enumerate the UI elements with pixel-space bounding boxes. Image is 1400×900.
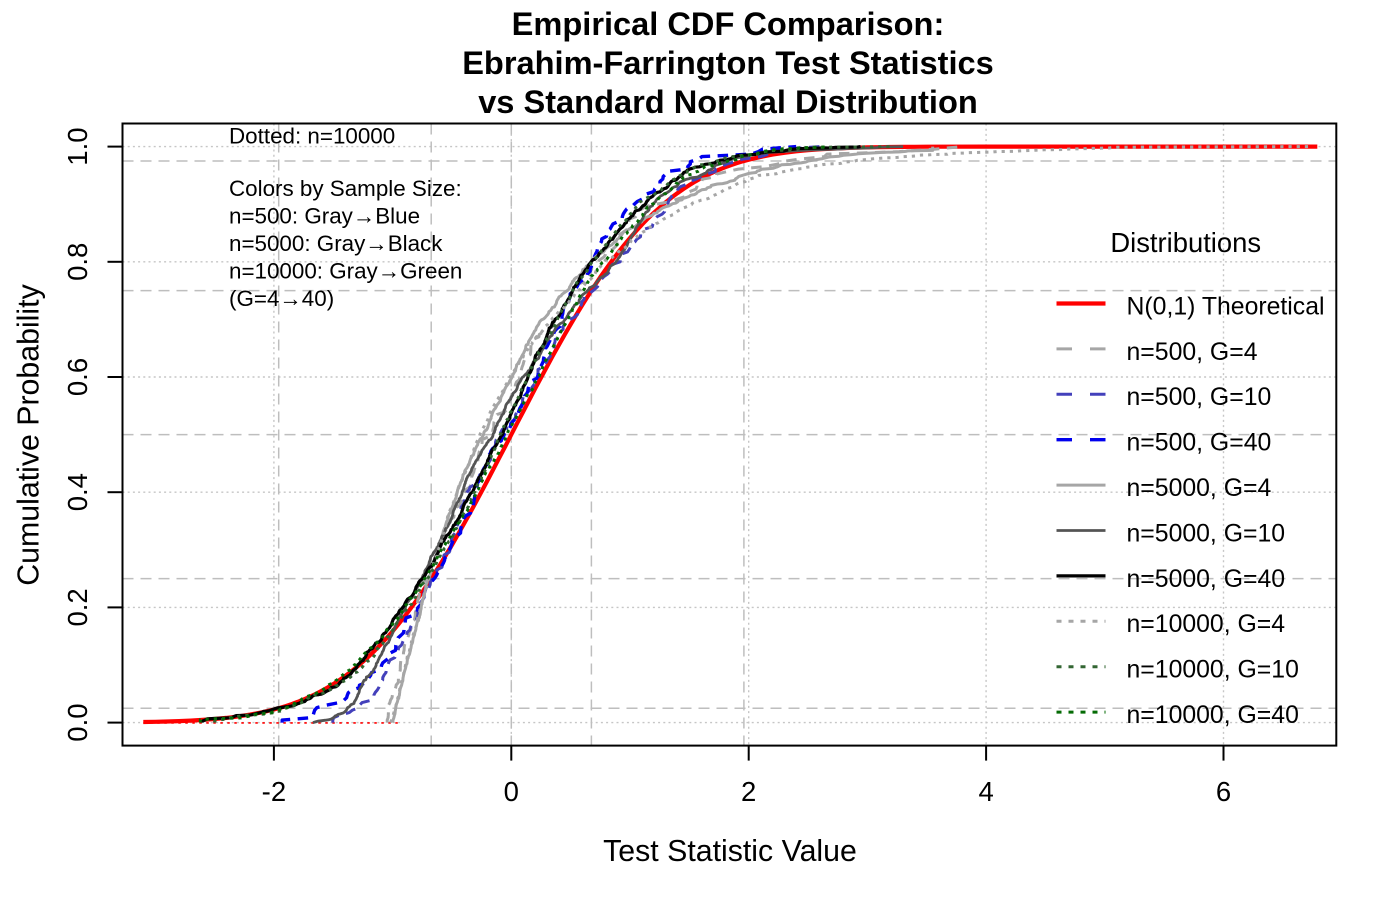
svg-text:0: 0 — [504, 776, 519, 807]
svg-text:1.0: 1.0 — [62, 127, 93, 165]
svg-text:n=500: Gray→Blue: n=500: Gray→Blue — [229, 204, 420, 229]
svg-text:4: 4 — [978, 776, 993, 807]
svg-text:-2: -2 — [262, 776, 286, 807]
svg-text:(G=4→40): (G=4→40) — [229, 286, 334, 311]
svg-text:Ebrahim-Farrington Test Statis: Ebrahim-Farrington Test Statistics — [462, 44, 994, 81]
svg-text:0.2: 0.2 — [62, 588, 93, 626]
svg-text:n=500, G=10: n=500, G=10 — [1127, 384, 1272, 411]
svg-text:n=10000, G=40: n=10000, G=40 — [1127, 702, 1299, 729]
svg-text:0.4: 0.4 — [62, 473, 93, 511]
svg-text:Test Statistic Value: Test Statistic Value — [603, 835, 857, 868]
svg-text:Dotted: n=10000: Dotted: n=10000 — [229, 124, 395, 149]
svg-text:Empirical CDF Comparison:: Empirical CDF Comparison: — [512, 5, 945, 42]
svg-text:n=5000: Gray→Black: n=5000: Gray→Black — [229, 231, 443, 256]
svg-text:n=10000, G=4: n=10000, G=4 — [1127, 611, 1286, 638]
svg-text:n=10000: Gray→Green: n=10000: Gray→Green — [229, 259, 462, 284]
svg-text:vs Standard Normal Distributio: vs Standard Normal Distribution — [478, 83, 978, 120]
svg-text:2: 2 — [741, 776, 756, 807]
svg-text:0.6: 0.6 — [62, 358, 93, 396]
svg-text:0.0: 0.0 — [62, 703, 93, 741]
svg-text:n=5000, G=4: n=5000, G=4 — [1127, 475, 1272, 502]
svg-text:n=5000, G=10: n=5000, G=10 — [1127, 520, 1286, 547]
svg-text:n=5000, G=40: n=5000, G=40 — [1127, 566, 1286, 593]
svg-text:n=10000, G=10: n=10000, G=10 — [1127, 657, 1299, 684]
svg-text:Distributions: Distributions — [1110, 227, 1261, 258]
svg-text:N(0,1) Theoretical: N(0,1) Theoretical — [1127, 293, 1325, 320]
svg-text:Cumulative Probability: Cumulative Probability — [13, 283, 46, 585]
svg-text:0.8: 0.8 — [62, 243, 93, 281]
svg-text:n=500, G=4: n=500, G=4 — [1127, 339, 1258, 366]
svg-text:6: 6 — [1216, 776, 1231, 807]
svg-text:n=500, G=40: n=500, G=40 — [1127, 430, 1272, 457]
svg-text:Colors by Sample Size:: Colors by Sample Size: — [229, 176, 462, 201]
